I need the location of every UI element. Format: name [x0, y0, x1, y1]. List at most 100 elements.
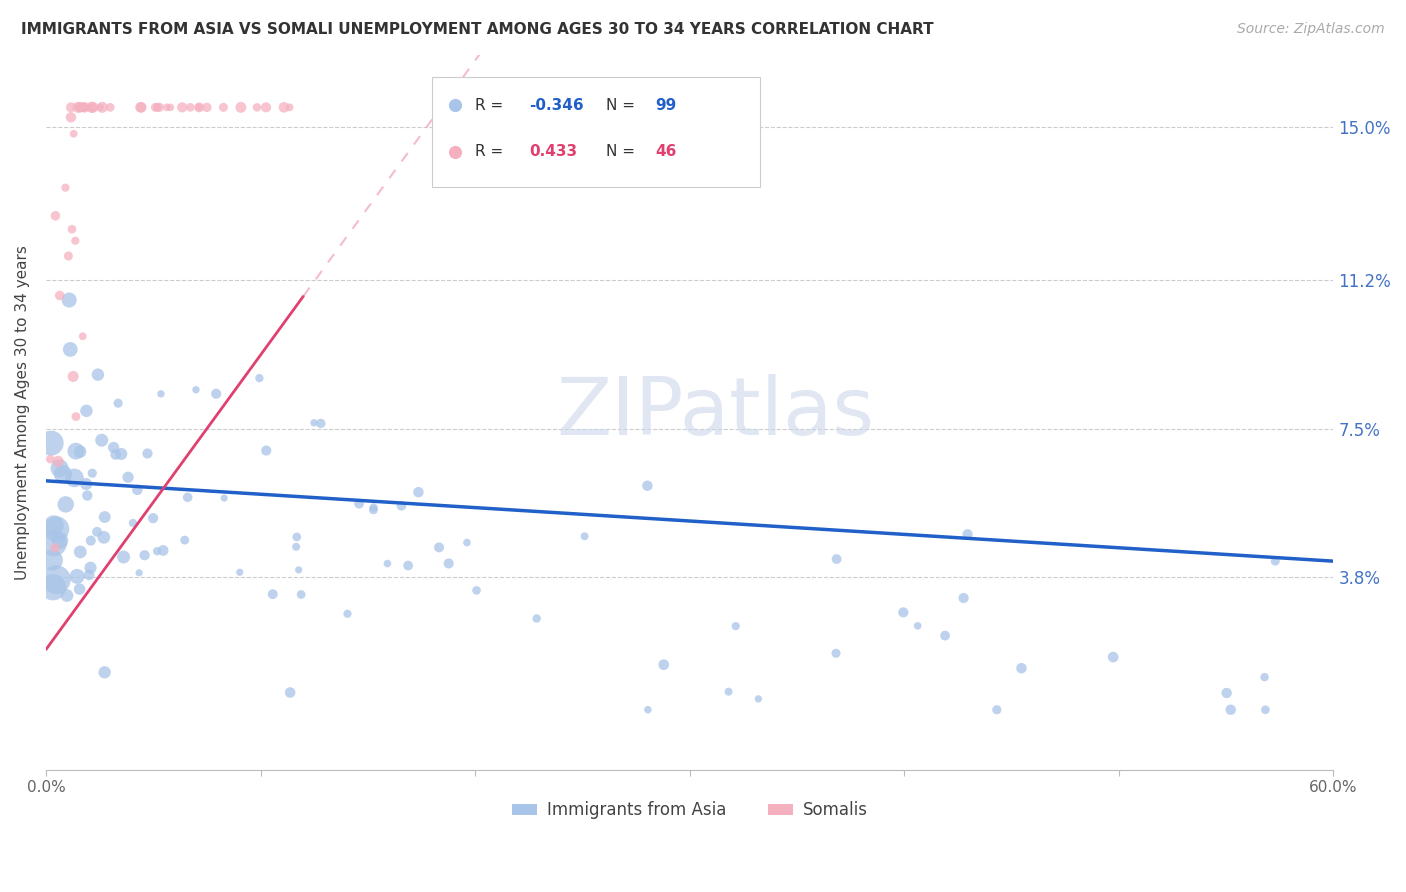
Point	[46, 454, 69, 468]
Point	[465, 583, 488, 598]
Point	[41, 553, 63, 567]
Point	[73, 100, 96, 114]
Text: R =: R =	[475, 145, 513, 159]
Point	[79, 560, 101, 574]
Point	[72, 100, 94, 114]
Point	[254, 443, 277, 458]
Point	[62, 127, 84, 141]
Point	[77, 568, 100, 582]
Point	[42, 518, 65, 533]
Point	[273, 100, 295, 114]
Point	[152, 543, 174, 558]
Text: N =: N =	[606, 145, 640, 159]
Point	[188, 100, 211, 114]
Text: IMMIGRANTS FROM ASIA VS SOMALI UNEMPLOYMENT AMONG AGES 30 TO 34 YEARS CORRELATIO: IMMIGRANTS FROM ASIA VS SOMALI UNEMPLOYM…	[21, 22, 934, 37]
Point	[67, 100, 90, 114]
Point	[187, 100, 209, 114]
Point	[55, 497, 77, 511]
Point	[98, 100, 121, 114]
Point	[131, 100, 153, 114]
Point	[184, 383, 207, 397]
Point	[363, 500, 385, 515]
Point	[76, 489, 98, 503]
Point	[80, 533, 103, 548]
Point	[65, 444, 87, 458]
Point	[44, 541, 66, 555]
Point	[82, 100, 104, 114]
Point	[156, 100, 179, 114]
Point	[90, 434, 112, 448]
Point	[377, 557, 399, 571]
Point	[59, 343, 82, 357]
Point	[127, 483, 149, 497]
Point	[159, 100, 181, 114]
Point	[80, 100, 103, 114]
Text: N =: N =	[606, 98, 640, 112]
Point	[65, 409, 87, 424]
FancyBboxPatch shape	[432, 77, 761, 187]
Point	[129, 100, 152, 114]
Point	[42, 536, 65, 550]
Point	[58, 249, 80, 263]
Point	[39, 452, 62, 467]
Point	[59, 100, 82, 114]
Point	[93, 665, 115, 680]
Point	[391, 499, 413, 513]
Point	[956, 527, 979, 541]
Text: 99: 99	[655, 98, 676, 112]
Point	[1253, 670, 1275, 684]
Point	[122, 516, 145, 530]
Point	[526, 611, 548, 625]
Point	[1011, 661, 1033, 675]
Point	[149, 387, 172, 401]
Point	[172, 100, 194, 114]
Point	[1215, 686, 1237, 700]
Point	[347, 497, 370, 511]
Point	[59, 111, 82, 125]
Point	[69, 545, 91, 559]
Point	[717, 684, 740, 698]
Point	[212, 491, 235, 505]
Point	[747, 691, 769, 706]
Point	[62, 369, 84, 384]
Point	[93, 530, 115, 544]
Point	[290, 587, 312, 601]
Point	[42, 580, 65, 594]
Point	[427, 541, 450, 555]
Point	[142, 511, 165, 525]
Point	[309, 417, 332, 431]
Point	[72, 329, 94, 343]
Point	[87, 368, 110, 382]
Point	[69, 100, 91, 114]
Point	[63, 471, 86, 485]
Point	[89, 100, 111, 114]
Point	[145, 100, 167, 114]
Point	[1254, 703, 1277, 717]
Legend: Immigrants from Asia, Somalis: Immigrants from Asia, Somalis	[505, 795, 875, 826]
Point	[82, 466, 104, 480]
Point	[73, 100, 96, 114]
Point	[56, 589, 79, 603]
Point	[907, 619, 929, 633]
Point	[285, 530, 308, 544]
Point	[45, 573, 67, 587]
Text: ZIPatlas: ZIPatlas	[557, 374, 875, 451]
Point	[107, 396, 129, 410]
Point	[176, 491, 198, 505]
Point	[48, 288, 70, 302]
Point	[60, 222, 83, 236]
Point	[58, 293, 80, 307]
Point	[117, 470, 139, 484]
Point	[110, 447, 132, 461]
Point	[112, 549, 135, 564]
Point	[396, 558, 419, 573]
Text: R =: R =	[475, 98, 508, 112]
Point	[75, 404, 97, 418]
Point	[134, 548, 156, 562]
Point	[136, 446, 159, 460]
Point	[205, 386, 228, 401]
Point	[75, 477, 97, 491]
Point	[229, 100, 252, 114]
Text: Source: ZipAtlas.com: Source: ZipAtlas.com	[1237, 22, 1385, 37]
Point	[146, 544, 169, 558]
